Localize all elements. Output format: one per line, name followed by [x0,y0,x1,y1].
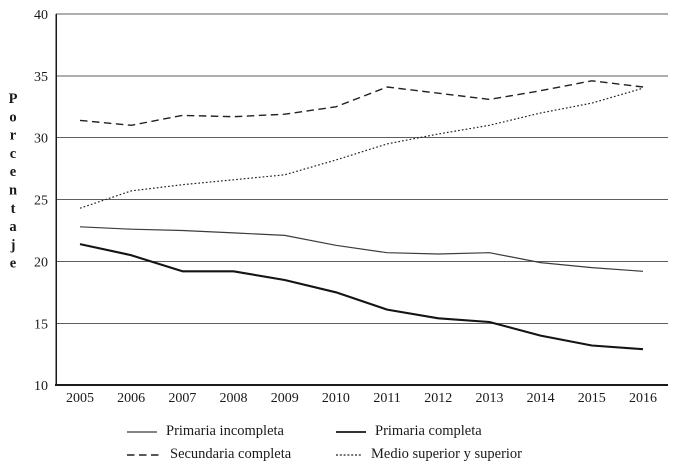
legend-dotted-line-icon [336,453,362,456]
x-tick-label-2013: 2013 [475,391,503,406]
legend-label-primaria-completa: Primaria completa [375,423,482,439]
x-tick-label-2016: 2016 [629,391,657,406]
y-axis-title-letter: t [11,201,16,217]
y-axis-title-letter: o [9,109,16,125]
y-axis-title-letter: a [9,219,17,235]
series-line-primaria-incompleta [79,226,644,272]
y-axis-title-letter: n [9,183,17,199]
legend-solid-thick-line-icon [336,430,366,433]
series-line-medio-superior-y-superior [79,87,644,209]
legend-solid-thin-line-icon [127,430,157,433]
y-axis-title-letter: c [10,146,17,162]
y-tick-label-15: 15 [34,317,48,332]
line-chart-plot: 10 15 20 25 30 35 40 2005 2006 2007 2008 2009 2010 20… [9,8,668,406]
x-tick-label-2012: 2012 [424,391,452,406]
legend-item-medio-superior: Medio superior y superior [335,446,522,463]
x-tick-label-2010: 2010 [322,391,350,406]
chart-legend: Primaria incompleta Primaria completa Se… [126,420,522,466]
x-tick-label-2009: 2009 [271,391,299,406]
y-tick-label-30: 30 [34,132,48,147]
y-axis-title-letter: e [10,164,17,180]
y-tick-label-40: 40 [34,8,48,23]
x-tick-label-2008: 2008 [220,391,248,406]
y-axis-title-letter: r [10,128,17,144]
y-tick-label-35: 35 [34,70,48,85]
y-axis-title-letter: e [10,256,17,272]
y-tick-label-10: 10 [34,379,48,394]
series-line-secundaria-completa [79,80,644,127]
x-tick-label-2014: 2014 [527,391,555,406]
x-tick-label-2006: 2006 [117,391,145,406]
legend-label-secundaria-completa: Secundaria completa [170,446,292,462]
x-tick-label-2015: 2015 [578,391,606,406]
y-axis-title-letter: j [10,237,16,253]
legend-label-medio-superior: Medio superior y superior [371,446,523,462]
x-tick-label-2007: 2007 [168,391,196,406]
y-axis-title-letter: P [9,91,18,107]
x-tick-label-2011: 2011 [373,391,400,406]
legend-item-primaria-incompleta: Primaria incompleta [126,423,335,440]
y-tick-label-25: 25 [34,194,48,209]
series-line-primaria-completa [79,243,644,351]
legend-item-primaria-completa: Primaria completa [335,423,522,440]
legend-dashed-line-icon [127,453,161,456]
x-tick-label-2005: 2005 [66,391,94,406]
legend-item-secundaria-completa: Secundaria completa [126,446,335,463]
legend-label-primaria-incompleta: Primaria incompleta [166,423,284,439]
y-tick-label-20: 20 [34,255,48,270]
